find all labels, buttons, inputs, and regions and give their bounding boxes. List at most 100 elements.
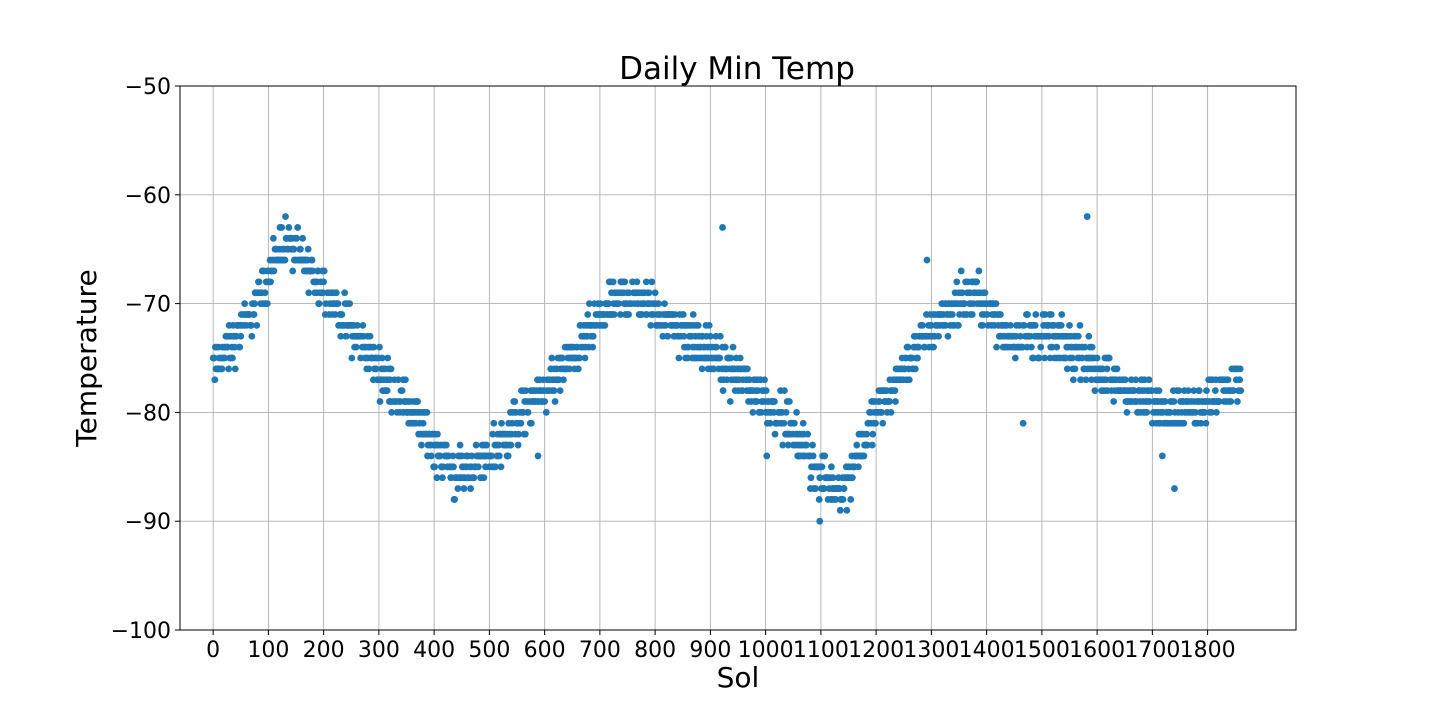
data-point [784,441,792,449]
data-point [743,365,751,373]
data-point [387,365,395,373]
data-point [753,398,761,405]
x-axis-title: Sol [717,661,760,694]
data-point-outlier [1083,213,1091,220]
data-point [675,354,683,362]
data-point [1085,332,1093,340]
data-point [829,474,837,482]
data-point [1093,354,1101,362]
data-point [1035,354,1043,362]
data-point [887,409,895,416]
data-point [229,354,236,362]
data-point [384,354,392,362]
data-point [359,321,367,329]
data-point [616,311,624,318]
data-point [651,289,659,297]
data-point [488,452,495,460]
data-point [378,354,386,362]
data-point [911,365,919,373]
data-point [299,234,307,242]
data-point [948,311,956,318]
data-point [278,224,286,231]
data-point [383,387,391,395]
data-point [348,354,356,362]
data-point [454,485,462,492]
data-point [761,376,768,384]
data-point [621,278,629,286]
x-axis-ticks: 0 100 200 300 400 500 600 700 800 900 1000 1100 1200… [206,630,1236,663]
data-point [820,485,828,492]
data-point [210,354,218,362]
data-point [713,343,720,351]
data-point [450,463,457,471]
data-point [372,365,380,373]
data-point [914,354,921,362]
data-point-outlier [534,452,542,460]
data-point [878,409,886,416]
data-point [1006,321,1014,329]
data-point [574,365,582,373]
data-point [904,343,912,351]
data-point [472,441,480,449]
data-point [495,452,503,460]
data-point [642,278,650,286]
data-point [394,376,402,384]
data-point [584,311,592,318]
data-point [237,332,245,340]
data-point [771,398,778,405]
data-point [514,441,522,449]
data-point [439,474,446,482]
data-point [236,343,244,351]
data-point [905,376,913,384]
y-tick-label: −80 [125,401,171,426]
data-point [337,332,345,340]
data-point [981,289,989,297]
data-point [468,452,476,460]
data-point [694,321,702,329]
data-point [809,452,817,460]
data-point [566,365,573,373]
data-point [706,332,714,340]
data-point [661,300,668,307]
data-point [556,387,564,395]
data-point [1211,387,1219,395]
data-point [868,441,876,449]
data-point [480,474,488,482]
data-point [992,300,1000,307]
data-point [542,409,550,416]
data-point [1123,409,1131,416]
data-point [944,332,952,340]
data-point-outlier [923,256,931,264]
data-point [460,485,468,492]
data-point [370,343,378,351]
y-tick-label: −90 [125,510,171,535]
data-point [827,463,835,471]
data-point [589,332,597,340]
data-point [352,343,360,351]
data-point [414,398,421,405]
data-point [1197,419,1205,427]
data-point [705,321,713,329]
x-tick-label: 0 [206,638,220,663]
data-point [267,278,275,286]
data-point [804,430,812,438]
data-point [483,441,491,449]
data-point [290,245,298,253]
data-point [955,321,962,329]
data-point [680,332,688,340]
x-tick-label: 1700 [1124,638,1180,663]
data-point [1053,343,1061,351]
data-point [809,441,816,449]
y-axis-title: Temperature [70,269,103,447]
data-point [721,343,729,351]
data-point [847,496,855,503]
data-point [876,398,883,405]
data-point [498,419,505,427]
data-point [915,343,923,351]
data-point [515,430,523,438]
data-point [1074,332,1082,340]
data-point [1011,354,1019,362]
data-point [341,289,349,297]
data-point [1020,321,1028,329]
data-point [1031,321,1039,329]
